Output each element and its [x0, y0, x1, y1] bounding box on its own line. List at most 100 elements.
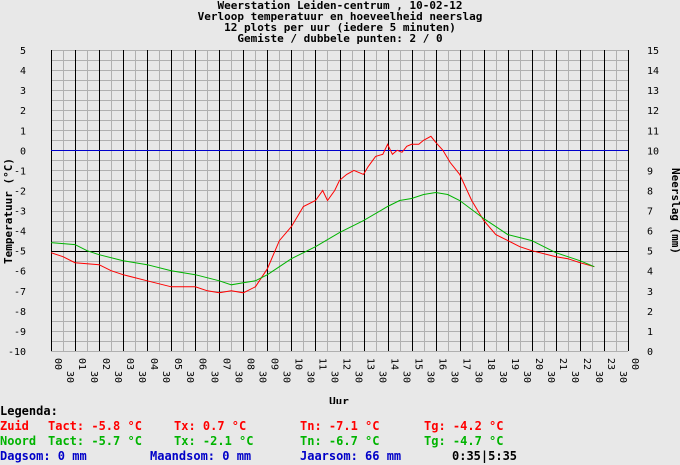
legend: Legenda: Zuid Tact: -5.8 °C Tx: 0.7 °C T…	[0, 404, 680, 465]
x-tick-label-hour: 16	[437, 358, 448, 370]
y-right-tick-label: 14	[647, 66, 659, 77]
x-tick-label-hour: 07	[220, 358, 231, 370]
y-right-tick-label: 4	[647, 267, 653, 278]
legend-time: 0:35|5:35	[452, 449, 518, 463]
legend-title-row: Legenda:	[0, 404, 680, 419]
x-tick-label-half-hour: 30	[304, 371, 315, 383]
y-right-tick-label: 1	[647, 327, 653, 338]
y-left-tick-label: 5	[20, 46, 26, 57]
x-tick-label-half-hour: 30	[64, 371, 75, 383]
x-tick-label-hour: 19	[509, 358, 520, 370]
grid	[51, 50, 629, 352]
y-left-tick-label: 0	[20, 146, 26, 157]
legend-row-noord: Noord Tact: -5.7 °C Tx: -2.1 °C Tn: -6.7…	[0, 434, 680, 449]
x-tick-label-half-hour: 30	[256, 371, 267, 383]
y-right-tick-label: 13	[647, 86, 659, 97]
y-right-tick-label: 9	[647, 166, 653, 177]
y-right-tick-label: 12	[647, 106, 659, 117]
x-tick-label-hour: 04	[148, 358, 159, 370]
y-right-tick-label: 11	[647, 126, 659, 137]
axes: 543210-1-2-3-4-5-6-7-8-9-101514131211109…	[8, 46, 659, 383]
series-lines	[50, 135, 595, 294]
legend-tn: Tn: -7.1 °C	[300, 419, 380, 433]
legend-tx: Tx: -2.1 °C	[174, 434, 254, 448]
chart-subtitle: Verloop temperatuur en hoeveelheid neers…	[197, 10, 483, 23]
y-axis-right-label: Neerslag (mm)	[669, 168, 680, 254]
legend-jaarsom: Jaarsom: 66 mm	[300, 449, 402, 463]
x-tick-label-half-hour: 30	[136, 371, 147, 383]
x-tick-label-hour: 09	[268, 358, 279, 370]
x-tick-label-half-hour: 30	[232, 371, 243, 383]
y-right-tick-label: 15	[647, 46, 659, 57]
legend-tact: Tact: -5.8 °C	[48, 419, 142, 433]
x-tick-label-hour: 06	[196, 358, 207, 370]
legend-tx: Tx: 0.7 °C	[174, 419, 247, 433]
x-tick-label-half-hour: 30	[617, 371, 628, 383]
x-tick-label-hour: 14	[389, 358, 400, 370]
x-tick-label-hour: 18	[485, 358, 496, 370]
x-tick-label-half-hour: 30	[473, 371, 484, 383]
x-tick-label-half-hour: 30	[160, 371, 171, 383]
x-tick-label-half-hour: 30	[208, 371, 219, 383]
x-tick-label-hour: 21	[557, 358, 568, 370]
series-line-zuid	[50, 135, 595, 294]
x-axis-label: Uur	[329, 395, 349, 404]
y-left-tick-label: -7	[14, 287, 26, 298]
chart-subtitle-missing: Gemiste / dubbele punten: 2 / 0	[237, 32, 443, 45]
y-left-tick-label: -4	[14, 227, 26, 238]
y-right-tick-label: 7	[647, 207, 653, 218]
y-left-tick-label: -9	[14, 327, 26, 338]
legend-title: Legenda:	[0, 404, 58, 418]
chart-subtitle-plots: 12 plots per uur (iedere 5 minuten)	[224, 21, 456, 34]
x-tick-label-half-hour: 30	[593, 371, 604, 383]
legend-tact: Tact: -5.7 °C	[48, 434, 142, 448]
legend-tg: Tg: -4.2 °C	[424, 419, 504, 433]
y-left-tick-label: -1	[14, 166, 26, 177]
y-left-tick-label: -8	[14, 307, 26, 318]
reference-lines	[51, 150, 628, 252]
y-right-tick-label: 10	[647, 146, 659, 157]
x-tick-label-hour: 01	[76, 358, 87, 370]
x-tick-label-half-hour: 30	[353, 371, 364, 383]
x-tick-label-hour: 12	[341, 358, 352, 370]
y-right-tick-label: 8	[647, 186, 653, 197]
x-tick-label-hour: 02	[100, 358, 111, 370]
x-tick-label-half-hour: 30	[521, 371, 532, 383]
y-left-tick-label: 1	[20, 126, 26, 137]
x-tick-label-hour: 08	[244, 358, 255, 370]
y-left-tick-label: 3	[20, 86, 26, 97]
x-tick-label-hour: 03	[124, 358, 135, 370]
x-tick-label-hour: 13	[365, 358, 376, 370]
x-tick-label-half-hour: 30	[112, 371, 123, 383]
chart-title-block: Weerstation Leiden-centrum , 10-02-12 Ve…	[0, 0, 680, 44]
x-tick-label-half-hour: 30	[569, 371, 580, 383]
y-left-tick-label: -3	[14, 207, 26, 218]
x-tick-label-half-hour: 30	[377, 371, 388, 383]
series-line-noord	[50, 191, 595, 286]
chart-title: Weerstation Leiden-centrum , 10-02-12	[217, 0, 463, 12]
x-tick-label-half-hour: 30	[328, 371, 339, 383]
y-right-tick-label: 0	[647, 347, 653, 358]
x-tick-label-hour: 15	[413, 358, 424, 370]
y-left-tick-label: 2	[20, 106, 26, 117]
legend-tg: Tg: -4.7 °C	[424, 434, 504, 448]
x-tick-label-hour: 11	[316, 358, 327, 370]
legend-series-name: Noord	[0, 434, 37, 448]
y-left-tick-label: 4	[20, 66, 26, 77]
legend-tn: Tn: -6.7 °C	[300, 434, 380, 448]
y-right-tick-label: 2	[647, 307, 653, 318]
x-tick-label-hour: 20	[533, 358, 544, 370]
x-tick-label-half-hour: 30	[425, 371, 436, 383]
x-tick-label-half-hour: 30	[497, 371, 508, 383]
x-tick-label-hour: 00	[629, 358, 640, 370]
x-tick-label-hour: 22	[581, 358, 592, 370]
y-right-tick-label: 3	[647, 287, 653, 298]
legend-row-zuid: Zuid Tact: -5.8 °C Tx: 0.7 °C Tn: -7.1 °…	[0, 419, 680, 434]
y-right-tick-label: 5	[647, 247, 653, 258]
x-tick-label-hour: 00	[52, 358, 63, 370]
x-tick-label-half-hour: 30	[401, 371, 412, 383]
x-tick-label-hour: 23	[605, 358, 616, 370]
y-left-tick-label: -5	[14, 247, 26, 258]
y-right-tick-label: 6	[647, 227, 653, 238]
x-tick-label-half-hour: 30	[280, 371, 291, 383]
